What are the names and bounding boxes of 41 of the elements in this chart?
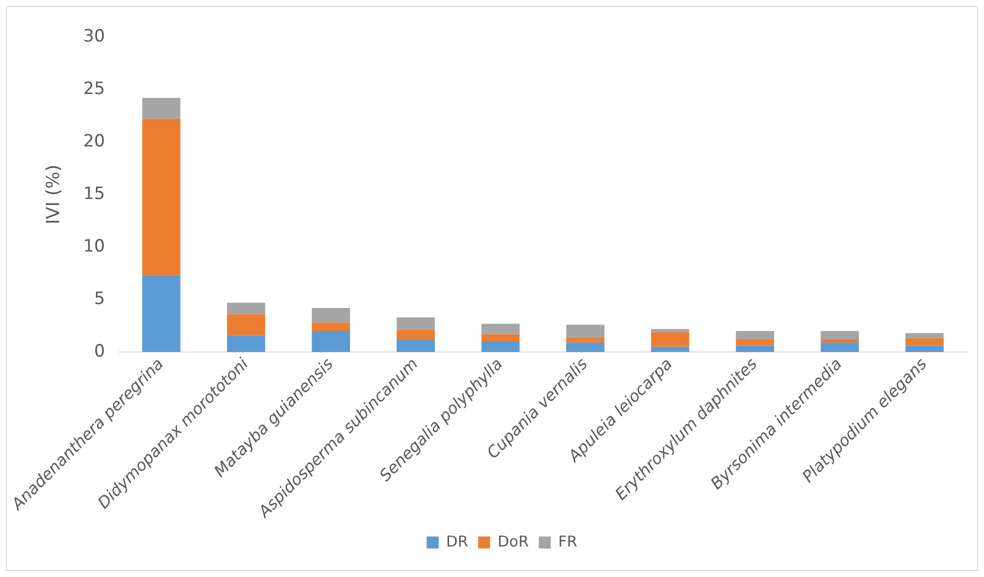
bar bbox=[227, 335, 266, 352]
bar bbox=[396, 317, 435, 330]
bar bbox=[481, 342, 520, 352]
bar bbox=[820, 331, 859, 340]
bar bbox=[651, 332, 690, 347]
bar bbox=[312, 308, 350, 323]
bar bbox=[142, 98, 180, 119]
bar bbox=[481, 334, 520, 342]
bar bbox=[820, 339, 859, 343]
legend-label: DR bbox=[446, 532, 468, 550]
bar bbox=[396, 339, 435, 352]
bar bbox=[820, 342, 859, 352]
bar bbox=[566, 342, 604, 352]
bar bbox=[906, 346, 944, 352]
bar bbox=[142, 118, 180, 276]
bar bbox=[651, 328, 690, 332]
legend-label: FR bbox=[558, 532, 578, 550]
y-tick-label: 15 bbox=[83, 184, 105, 204]
bar bbox=[227, 302, 266, 314]
bar bbox=[566, 337, 604, 343]
y-tick-label: 30 bbox=[83, 26, 105, 46]
bar bbox=[396, 330, 435, 340]
bar bbox=[312, 331, 350, 352]
bar bbox=[906, 338, 944, 346]
y-tick-label: 5 bbox=[94, 288, 105, 309]
bar bbox=[736, 331, 774, 340]
bar bbox=[227, 314, 266, 336]
bar bbox=[312, 322, 350, 332]
y-tick-label: 20 bbox=[83, 131, 105, 152]
bar bbox=[566, 324, 604, 338]
bar bbox=[651, 346, 690, 352]
bar bbox=[481, 324, 520, 334]
y-tick-label: 25 bbox=[83, 78, 105, 99]
bar bbox=[142, 275, 180, 352]
y-axis-title: IVI (%) bbox=[43, 164, 64, 224]
legend-label: DoR bbox=[498, 532, 529, 550]
y-tick-label: 10 bbox=[83, 236, 105, 256]
bar bbox=[906, 333, 944, 338]
bar bbox=[736, 346, 774, 352]
bar bbox=[736, 339, 774, 346]
y-tick-label: 0 bbox=[94, 341, 105, 362]
